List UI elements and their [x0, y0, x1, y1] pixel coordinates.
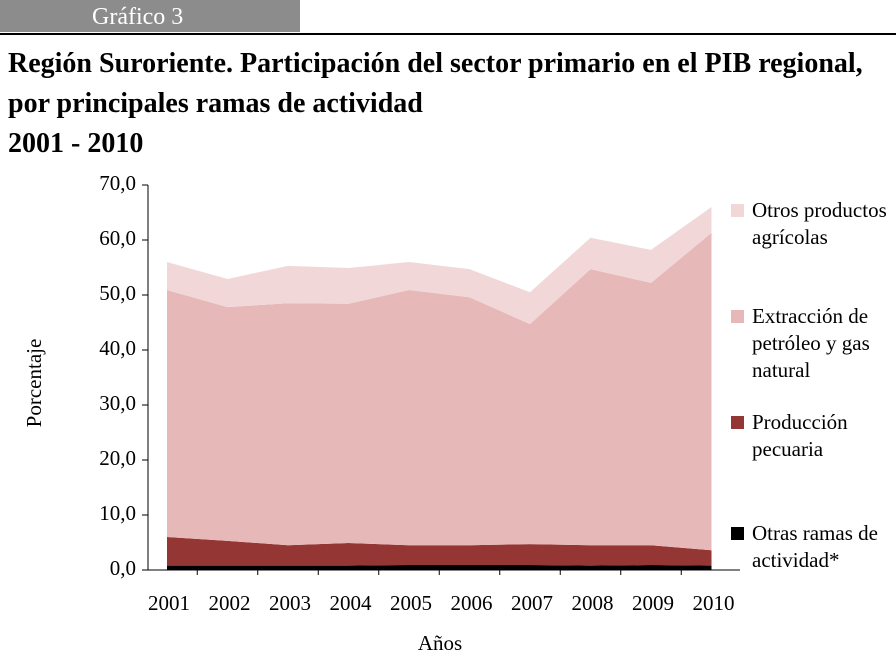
y-tick-label: 70,0 — [99, 171, 136, 195]
legend-swatch — [731, 416, 744, 429]
y-tick-label: 50,0 — [99, 281, 136, 305]
x-tick-label: 2003 — [269, 591, 311, 615]
y-axis-title: Porcentaje — [22, 339, 46, 428]
y-tick-label: 60,0 — [99, 226, 136, 250]
y-tick-label: 30,0 — [99, 391, 136, 415]
legend-swatch — [731, 527, 744, 540]
x-tick-label: 2009 — [632, 591, 674, 615]
chart-subtitle: 2001 - 2010 — [8, 128, 144, 159]
area — [167, 207, 712, 325]
y-tick-label: 40,0 — [99, 336, 136, 360]
legend-label: Otras ramas de actividad* — [752, 521, 878, 572]
y-tick-label: 20,0 — [99, 446, 136, 470]
x-tick-label: 2004 — [330, 591, 373, 615]
y-tick-label: 10,0 — [99, 501, 136, 525]
x-tick-label: 2006 — [451, 591, 493, 615]
x-axis-title: Años — [418, 631, 462, 655]
x-tick-label: 2002 — [209, 591, 251, 615]
area — [167, 232, 712, 551]
x-tick-label: 2005 — [390, 591, 432, 615]
chart-number: Gráfico 3 — [0, 0, 300, 32]
x-tick-label: 2001 — [148, 591, 190, 615]
x-tick-label: 2007 — [511, 591, 553, 615]
x-tick-label: 2010 — [693, 591, 735, 615]
x-tick-label: 2008 — [572, 591, 614, 615]
y-tick-label: 0,0 — [110, 556, 136, 580]
legend-label: Extracción de petróleo y gas natural — [752, 304, 870, 382]
legend-label: Otros productos agrícolas — [752, 198, 887, 249]
area — [167, 565, 712, 570]
legend-swatch — [731, 204, 744, 217]
legend-label: Producción pecuaria — [752, 410, 848, 461]
legend-swatch — [731, 310, 744, 323]
area — [167, 537, 712, 566]
chart-title: Región Suroriente. Participación del sec… — [8, 48, 863, 119]
header-rule — [0, 33, 896, 35]
